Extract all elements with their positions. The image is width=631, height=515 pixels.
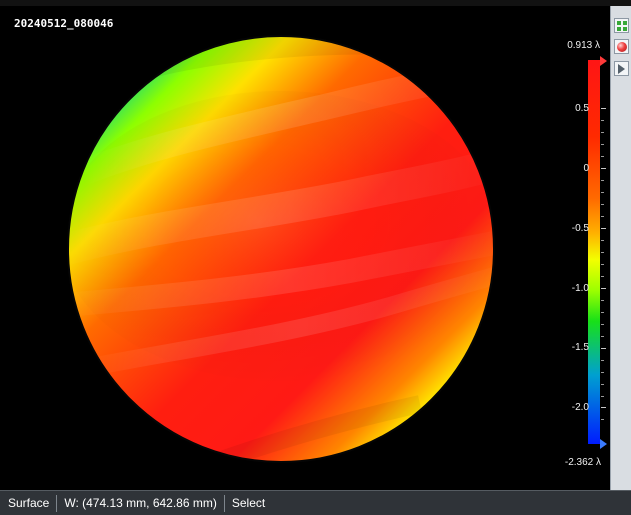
status-action: Select — [231, 495, 266, 510]
minor-tick — [601, 300, 604, 301]
minor-tick — [601, 216, 604, 217]
major-tick — [601, 288, 606, 289]
minor-tick — [601, 384, 604, 385]
minor-tick — [601, 276, 604, 277]
minor-tick — [601, 252, 604, 253]
status-separator — [56, 494, 58, 512]
expand-panel-button[interactable] — [614, 61, 629, 76]
min-marker-icon — [600, 439, 607, 449]
minor-tick — [601, 396, 604, 397]
minor-tick — [601, 312, 604, 313]
grid-icon — [617, 21, 627, 31]
minor-tick — [601, 360, 604, 361]
major-tick — [601, 168, 606, 169]
color-scale-label: -2.0 — [571, 402, 589, 413]
color-scale-label: 0 — [583, 163, 589, 174]
major-tick — [601, 108, 606, 109]
play-icon — [618, 64, 625, 74]
minor-tick — [601, 132, 604, 133]
minor-tick — [601, 372, 604, 373]
minor-tick — [601, 240, 604, 241]
minor-tick — [601, 144, 604, 145]
minor-tick — [601, 336, 604, 337]
surface-outline — [67, 35, 495, 463]
right-tool-strip — [610, 6, 631, 490]
color-scale: 0.913 λ — [555, 40, 609, 470]
surface-texture — [68, 36, 494, 462]
minor-tick — [601, 192, 604, 193]
color-scale-label: 0.5 — [575, 103, 589, 114]
color-scale-label: -1.0 — [571, 283, 589, 294]
minor-tick — [601, 204, 604, 205]
color-scale-label: -1.5 — [571, 342, 589, 353]
timestamp-label: 20240512_080046 — [14, 17, 114, 30]
surface-map[interactable] — [0, 6, 610, 490]
status-mode: Surface — [8, 495, 50, 510]
minor-tick — [601, 180, 604, 181]
status-bar: Surface W: (474.13 mm, 642.86 mm) Select — [0, 490, 631, 515]
color-scale-max: 0.913 λ — [567, 40, 600, 51]
status-dimensions: W: (474.13 mm, 642.86 mm) — [64, 495, 217, 510]
minor-tick — [601, 120, 604, 121]
major-tick — [601, 228, 606, 229]
minor-tick — [601, 419, 604, 420]
max-marker-icon — [600, 56, 607, 66]
sphere-icon — [617, 42, 627, 52]
view-grid-button[interactable] — [614, 18, 629, 33]
color-scale-bar — [588, 60, 600, 444]
color-scale-min: -2.362 λ — [564, 457, 601, 468]
minor-tick — [601, 264, 604, 265]
surface-map-view[interactable]: 20240512_080046 — [0, 6, 610, 490]
status-separator — [223, 494, 225, 512]
render-sphere-button[interactable] — [614, 39, 629, 54]
major-tick — [601, 348, 606, 349]
minor-tick — [601, 324, 604, 325]
minor-tick — [601, 156, 604, 157]
color-scale-label: -0.5 — [571, 223, 589, 234]
major-tick — [601, 407, 606, 408]
